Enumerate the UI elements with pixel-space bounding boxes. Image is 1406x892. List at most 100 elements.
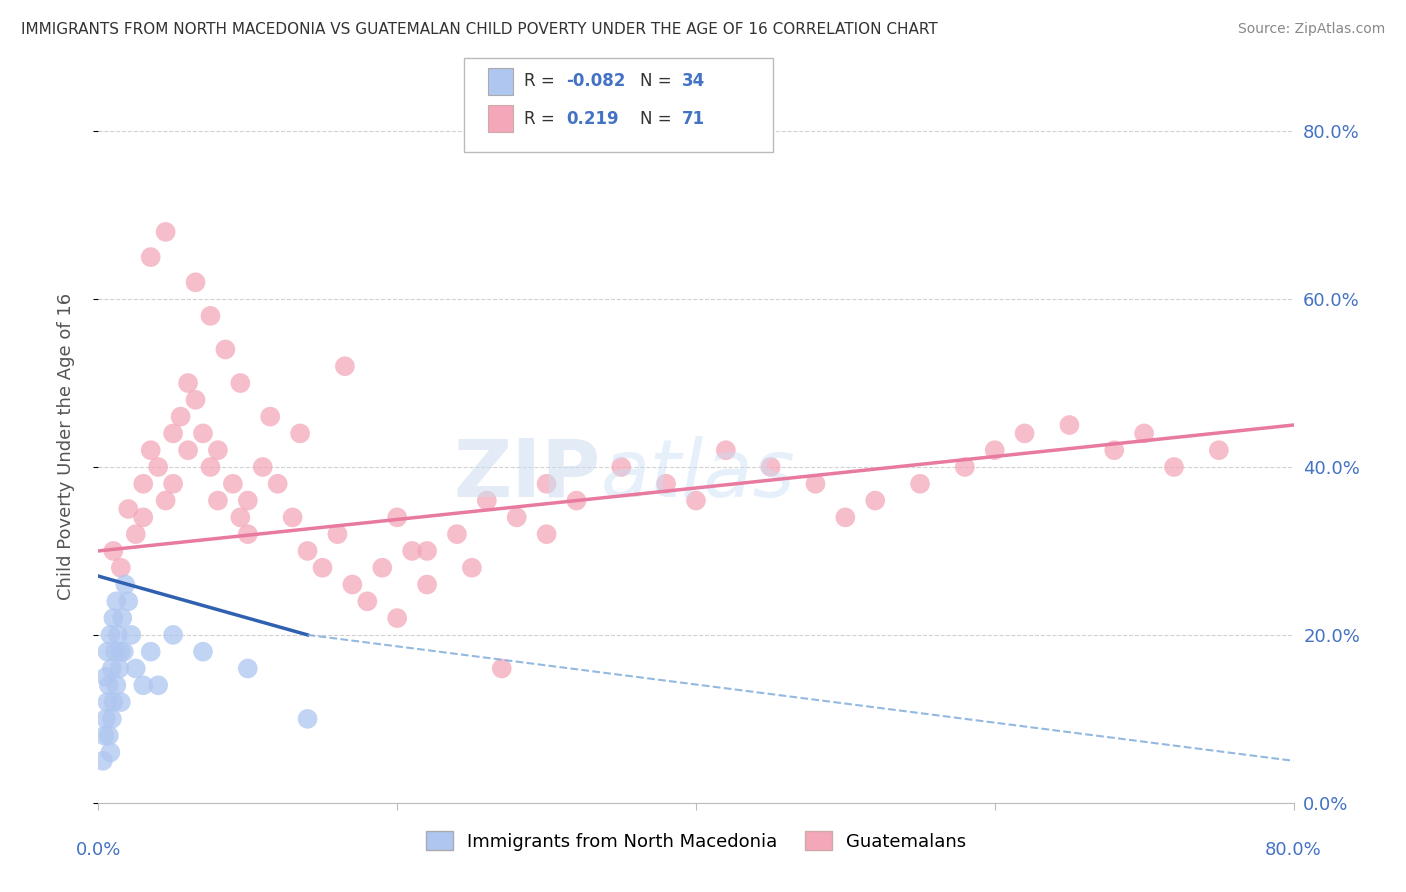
Point	[139, 645, 162, 659]
Point	[105, 594, 128, 608]
Point	[110, 560, 132, 574]
Point	[536, 476, 558, 491]
Point	[416, 577, 439, 591]
Point	[446, 527, 468, 541]
Text: atlas: atlas	[600, 435, 796, 514]
Point	[162, 426, 184, 441]
Point	[342, 577, 364, 591]
Point	[139, 250, 162, 264]
Point	[288, 426, 311, 441]
Point	[236, 527, 259, 541]
Point	[461, 560, 484, 574]
Point	[953, 460, 976, 475]
Point	[506, 510, 529, 524]
Point	[97, 729, 120, 743]
Point	[110, 645, 132, 659]
Point	[200, 309, 222, 323]
Point	[98, 746, 122, 760]
Text: R =: R =	[524, 110, 565, 128]
Point	[252, 460, 274, 475]
Point	[191, 645, 214, 659]
Point	[236, 493, 259, 508]
Text: 0.219: 0.219	[567, 110, 619, 128]
Point	[326, 527, 349, 541]
Point	[1133, 426, 1156, 441]
Point	[207, 493, 229, 508]
Point	[177, 376, 200, 390]
Point	[117, 594, 139, 608]
Point	[297, 544, 319, 558]
Point	[865, 493, 887, 508]
Point	[207, 443, 229, 458]
Point	[132, 510, 155, 524]
Point	[155, 225, 177, 239]
Point	[101, 661, 124, 675]
Point	[125, 527, 148, 541]
Point	[229, 376, 252, 390]
Point	[401, 544, 423, 558]
Point	[103, 611, 125, 625]
Point	[536, 527, 558, 541]
Point	[184, 392, 207, 407]
Point	[94, 670, 117, 684]
Point	[155, 493, 177, 508]
Point	[416, 544, 439, 558]
Point	[107, 628, 129, 642]
Point	[184, 275, 207, 289]
Point	[491, 661, 513, 675]
Point	[112, 645, 135, 659]
Point	[804, 476, 827, 491]
Point	[104, 645, 127, 659]
Point	[610, 460, 633, 475]
Point	[311, 560, 333, 574]
Point	[1059, 417, 1081, 432]
Text: Source: ZipAtlas.com: Source: ZipAtlas.com	[1237, 22, 1385, 37]
Point	[96, 645, 118, 659]
Text: -0.082: -0.082	[567, 72, 626, 90]
Text: ZIP: ZIP	[453, 435, 600, 514]
Text: R =: R =	[524, 72, 561, 90]
Point	[105, 678, 128, 692]
Legend: Immigrants from North Macedonia, Guatemalans: Immigrants from North Macedonia, Guatema…	[419, 824, 973, 858]
Point	[565, 493, 588, 508]
Point	[281, 510, 304, 524]
Point	[714, 443, 737, 458]
Point	[1014, 426, 1036, 441]
Point	[96, 695, 118, 709]
Point	[984, 443, 1007, 458]
Point	[111, 611, 134, 625]
Point	[222, 476, 245, 491]
Point	[371, 560, 394, 574]
Point	[356, 594, 378, 608]
Point	[908, 476, 931, 491]
Point	[385, 611, 409, 625]
Point	[297, 712, 319, 726]
Point	[94, 712, 117, 726]
Point	[685, 493, 707, 508]
Point	[834, 510, 856, 524]
Point	[108, 661, 131, 675]
Point	[259, 409, 281, 424]
Point	[132, 678, 155, 692]
Point	[148, 460, 170, 475]
Text: N =: N =	[640, 72, 676, 90]
Point	[97, 678, 120, 692]
Point	[229, 510, 252, 524]
Point	[120, 628, 142, 642]
Point	[191, 426, 214, 441]
Point	[103, 544, 125, 558]
Point	[162, 628, 184, 642]
Point	[385, 510, 409, 524]
Point	[214, 343, 236, 357]
Point	[98, 628, 122, 642]
Text: 71: 71	[682, 110, 704, 128]
Point	[125, 661, 148, 675]
Point	[91, 754, 114, 768]
Point	[169, 409, 191, 424]
Point	[132, 476, 155, 491]
Text: 0.0%: 0.0%	[76, 840, 121, 859]
Point	[177, 443, 200, 458]
Point	[236, 661, 259, 675]
Point	[148, 678, 170, 692]
Point	[103, 695, 125, 709]
